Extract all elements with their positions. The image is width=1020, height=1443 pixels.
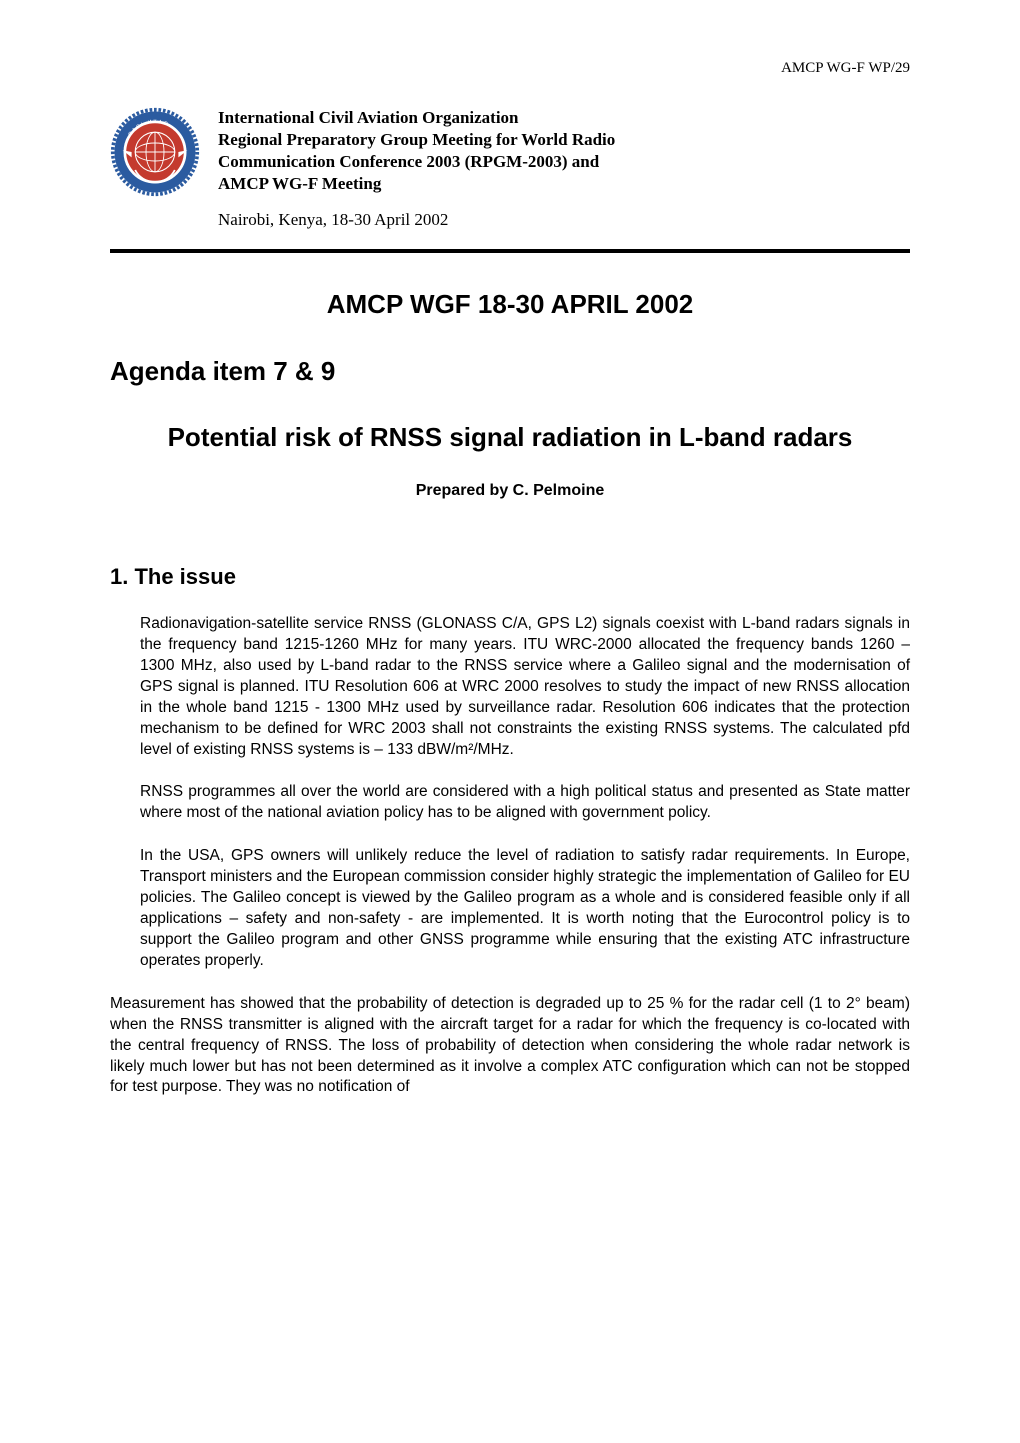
prepared-by: Prepared by C. Pelmoine xyxy=(110,482,910,500)
document-subtitle: Potential risk of RNSS signal radiation … xyxy=(150,421,870,454)
section-1-para-4: Measurement has showed that the probabil… xyxy=(110,994,910,1099)
header-text: International Civil Aviation Organizatio… xyxy=(218,107,615,231)
doc-reference: AMCP WG-F WP/29 xyxy=(110,60,910,77)
meeting-line-3: AMCP WG-F Meeting xyxy=(218,173,615,195)
icao-logo: O A C I • И К А О xyxy=(110,107,200,197)
header-block: O A C I • И К А О International Civil Av… xyxy=(110,107,910,231)
main-title: AMCP WGF 18-30 APRIL 2002 xyxy=(110,289,910,320)
section-1-para-1: Radionavigation-satellite service RNSS (… xyxy=(140,614,910,760)
meeting-location: Nairobi, Kenya, 18-30 April 2002 xyxy=(218,209,615,231)
agenda-title: Agenda item 7 & 9 xyxy=(110,356,910,387)
header-divider xyxy=(110,249,910,253)
org-name: International Civil Aviation Organizatio… xyxy=(218,107,615,129)
section-1-para-2: RNSS programmes all over the world are c… xyxy=(140,782,910,824)
meeting-line-1: Regional Preparatory Group Meeting for W… xyxy=(218,129,615,151)
section-1-heading: 1. The issue xyxy=(110,564,910,590)
section-1-para-3: In the USA, GPS owners will unlikely red… xyxy=(140,846,910,972)
meeting-line-2: Communication Conference 2003 (RPGM-2003… xyxy=(218,151,615,173)
